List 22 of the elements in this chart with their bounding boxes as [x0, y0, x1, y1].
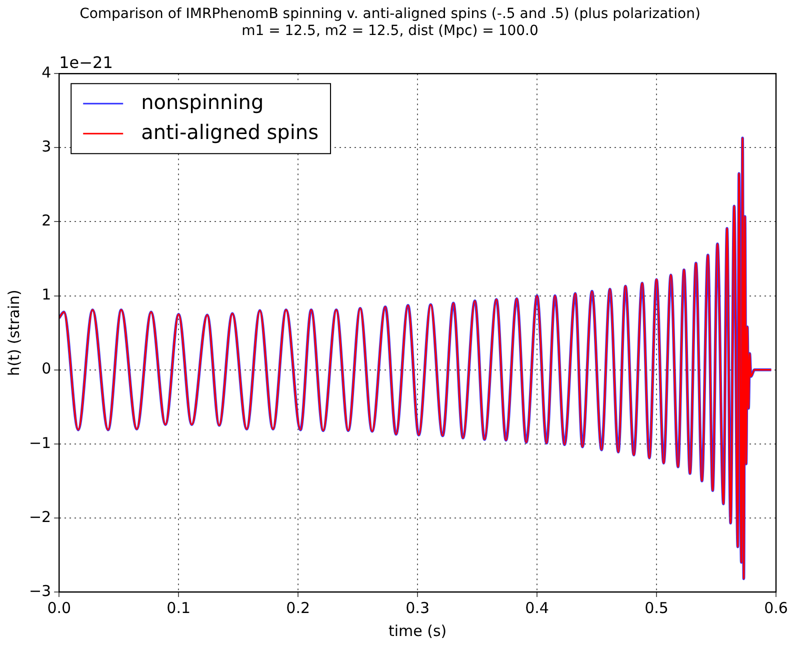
- text: Comparison of IMRPhenomB spinning v. anti-aligned spins (-.5 and .5) (plus polarization): [80, 6, 700, 22]
- y-tick-label: 0: [42, 360, 52, 378]
- y-tick-label: −3: [28, 582, 52, 600]
- y-tick-label: 4: [42, 63, 52, 82]
- y-tick-label: 2: [42, 212, 52, 230]
- text: 1e−21: [59, 52, 113, 72]
- x-tick-label: 0.0: [47, 598, 72, 617]
- legend-label: anti-aligned spins: [141, 120, 319, 144]
- text: m1 = 12.5, m2 = 12.5, dist (Mpc) = 100.0: [242, 22, 538, 39]
- x-tick-label: 0.4: [525, 598, 549, 617]
- y-axis-title: h(t) (strain): [4, 290, 23, 376]
- legend-label: nonspinning: [141, 90, 264, 114]
- x-tick-label: 0.2: [286, 598, 310, 617]
- x-axis-title: time (s): [388, 622, 447, 640]
- y-tick-label: −1: [28, 434, 52, 452]
- y-tick-label: 3: [42, 138, 52, 156]
- y-tick-label: −2: [28, 508, 52, 526]
- x-tick-label: 0.3: [406, 598, 430, 617]
- x-tick-label: 0.6: [764, 598, 788, 617]
- x-tick-label: 0.5: [644, 598, 668, 617]
- x-tick-label: 0.1: [166, 598, 191, 617]
- y-tick-label: 1: [42, 286, 52, 304]
